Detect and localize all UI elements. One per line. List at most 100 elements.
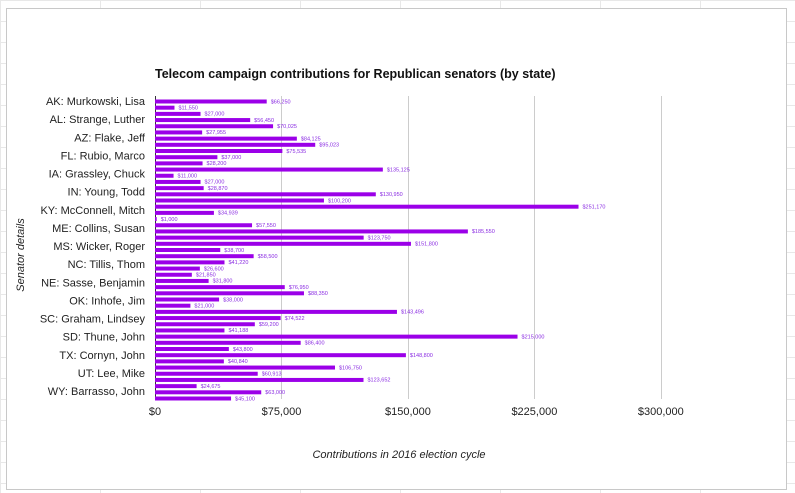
bar-value-label: $123,750 [368, 235, 391, 241]
bar-value-label: $21,000 [194, 303, 214, 309]
bar [155, 142, 316, 147]
category-labels: AK: Murkowski, Lisa AL: Strange, Luther AZ… [40, 96, 146, 398]
bar-value-label: $185,550 [472, 229, 495, 235]
bar [155, 155, 218, 160]
x-tick-label: $75,000 [262, 406, 302, 418]
bar-value-label: $130,950 [380, 192, 403, 198]
bar-value-label: $38,700 [224, 248, 244, 254]
bar-value-label: $135,125 [387, 167, 410, 173]
bar [155, 235, 364, 240]
category-label: AL: Strange, Luther [50, 114, 146, 126]
bar [155, 161, 203, 166]
category-label: MS: Wicker, Roger [53, 241, 145, 253]
bar-value-label: $27,955 [206, 130, 226, 136]
bar-value-label: $41,220 [229, 260, 249, 266]
x-axis-title: Contributions in 2016 election cycle [312, 449, 485, 461]
category-label: OK: Inhofe, Jim [69, 295, 145, 307]
bar [155, 204, 579, 209]
bar [155, 390, 262, 395]
bar-value-label: $66,250 [271, 99, 291, 105]
bar [155, 210, 214, 215]
bar-value-label: $34,939 [218, 211, 238, 217]
bar-value-label: $31,800 [213, 279, 233, 285]
category-label: FL: Rubio, Marco [61, 150, 145, 162]
bar-value-label: $100,200 [328, 198, 351, 204]
bar-value-label: $63,000 [265, 390, 285, 396]
bar-value-label: $45,100 [235, 396, 255, 402]
bar [155, 99, 267, 104]
bar [155, 328, 225, 333]
bar [155, 192, 376, 197]
bar [155, 340, 301, 345]
bar-value-label: $21,850 [196, 273, 216, 279]
bar-value-label: $11,550 [178, 105, 197, 111]
bars [155, 99, 579, 401]
bar [155, 334, 518, 339]
category-label: SC: Graham, Lindsey [40, 314, 146, 326]
bar [155, 272, 192, 277]
bar [155, 365, 335, 370]
category-label: AK: Murkowski, Lisa [46, 96, 146, 108]
bar [155, 377, 364, 382]
bar-value-label: $143,496 [401, 310, 424, 316]
bar-value-label: $74,522 [285, 316, 305, 322]
chart-container[interactable]: Telecom campaign contributions for Repub… [6, 8, 787, 490]
bar [155, 149, 283, 153]
x-tick-label: $225,000 [511, 406, 557, 418]
bar-value-label: $60,913 [262, 372, 282, 378]
bar-value-label: $26,600 [204, 266, 224, 272]
bar [155, 266, 200, 271]
bar-value-label: $1,000 [161, 217, 178, 223]
bar [155, 291, 304, 296]
category-label: KY: McConnell, Mitch [40, 205, 145, 217]
bar-value-label: $58,500 [258, 254, 278, 260]
bar [155, 278, 209, 283]
bar [155, 186, 204, 191]
category-label: TX: Cornyn, John [59, 350, 145, 362]
category-label: IA: Grassley, Chuck [49, 169, 146, 181]
bar-value-label: $28,200 [207, 161, 227, 167]
category-label: NC: Tillis, Thom [68, 259, 145, 271]
bar [155, 303, 191, 308]
bar [155, 353, 406, 358]
bar-value-label: $70,025 [277, 124, 297, 130]
category-label: NE: Sasse, Benjamin [41, 277, 145, 289]
bar-value-label: $76,950 [289, 285, 309, 291]
bar [155, 248, 221, 252]
bar [155, 105, 175, 110]
bar [155, 173, 174, 178]
bar-value-label: $148,800 [410, 353, 433, 359]
bar-value-label: $151,800 [415, 242, 438, 248]
bar [155, 285, 285, 290]
bar-value-label: $75,535 [286, 149, 306, 155]
bar-value-label: $27,000 [205, 112, 225, 118]
bar-value-label: $37,000 [221, 155, 241, 161]
bar-value-label: $57,550 [256, 223, 276, 229]
bar [155, 254, 254, 259]
bar [155, 241, 411, 246]
bar [155, 167, 383, 172]
bar-value-label: $43,800 [233, 347, 253, 353]
bar-value-label: $40,840 [228, 359, 248, 365]
bar [155, 322, 255, 327]
bar-value-label: $251,170 [583, 204, 606, 210]
bar [155, 217, 157, 222]
bar [155, 309, 397, 314]
bar-value-label: $123,652 [368, 378, 391, 384]
bar [155, 229, 468, 234]
bar-value-label: $106,750 [339, 365, 362, 371]
bar [155, 118, 251, 123]
bar-value-label: $215,000 [522, 334, 545, 340]
category-label: UT: Lee, Mike [78, 368, 145, 380]
category-label: WY: Barrasso, John [48, 386, 145, 398]
data-labels: $66,250 $11,550 $27,000 $56,450$70,025 $27,9… [161, 99, 606, 402]
bar [155, 124, 274, 129]
bar-value-label: $59,200 [259, 322, 279, 328]
category-label: IN: Young, Todd [68, 187, 145, 199]
bar [155, 396, 232, 401]
y-axis-title: Senator details [15, 218, 27, 292]
x-tick-labels: $0 $75,000 $150,000 $225,000 $300,000 [149, 406, 684, 418]
bar-value-label: $84,125 [301, 136, 321, 142]
bar-value-label: $11,000 [178, 174, 197, 180]
bar [155, 384, 197, 389]
